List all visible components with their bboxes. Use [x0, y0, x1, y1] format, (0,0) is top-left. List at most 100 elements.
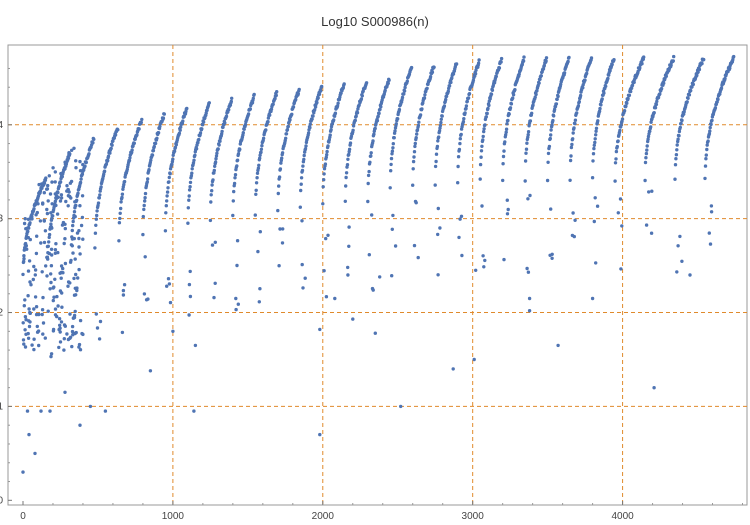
data-point: [74, 159, 78, 163]
data-point: [140, 117, 144, 122]
data-point: [367, 253, 371, 257]
data-point: [649, 231, 654, 235]
data-point: [168, 300, 173, 305]
data-point: [615, 144, 619, 149]
data-point: [72, 276, 76, 281]
data-point: [22, 254, 26, 258]
data-point: [620, 117, 625, 121]
data-point: [22, 257, 26, 261]
data-point: [457, 235, 461, 240]
data-point: [646, 137, 650, 141]
data-point: [200, 127, 204, 131]
data-point: [709, 204, 714, 208]
data-point: [567, 55, 571, 60]
data-point: [300, 168, 305, 173]
data-point: [88, 404, 93, 409]
data-point: [46, 199, 50, 203]
data-point: [27, 307, 31, 311]
data-point: [537, 81, 541, 85]
data-point: [544, 59, 548, 63]
data-point: [591, 159, 595, 163]
data-point: [187, 198, 191, 202]
data-point: [70, 324, 75, 329]
data-point: [167, 175, 171, 180]
data-point: [196, 140, 200, 145]
chart-title: Log10 S000986(n): [321, 14, 429, 29]
data-point: [354, 114, 358, 118]
data-point: [231, 199, 235, 203]
data-point: [650, 189, 654, 193]
data-point: [259, 150, 263, 154]
data-point: [594, 126, 599, 130]
data-point: [122, 179, 127, 184]
data-point: [71, 333, 75, 337]
data-point: [420, 107, 424, 111]
data-point: [317, 92, 322, 97]
data-point: [303, 276, 307, 280]
data-point: [28, 311, 32, 315]
data-point: [680, 118, 684, 123]
data-point: [394, 122, 398, 126]
data-point: [194, 147, 199, 151]
data-point: [80, 215, 85, 220]
data-point: [43, 229, 48, 233]
data-point: [554, 102, 559, 106]
data-point: [366, 181, 370, 186]
data-point: [110, 143, 114, 147]
data-point: [78, 252, 82, 256]
data-point: [21, 321, 25, 325]
data-point: [192, 409, 196, 413]
data-point: [344, 184, 348, 188]
data-point: [396, 117, 400, 121]
data-point: [728, 66, 732, 70]
data-point: [52, 285, 56, 289]
data-point: [573, 121, 577, 126]
data-point: [72, 315, 77, 320]
data-point: [347, 225, 351, 229]
data-point: [525, 141, 529, 145]
data-point: [653, 106, 658, 110]
data-point: [704, 157, 708, 161]
data-point: [433, 183, 437, 187]
data-point: [323, 162, 328, 166]
data-point: [49, 211, 53, 215]
data-point: [590, 176, 595, 180]
data-point: [146, 177, 150, 181]
data-point: [201, 120, 206, 124]
data-point: [392, 136, 396, 140]
data-point: [276, 208, 280, 213]
data-point: [57, 184, 61, 188]
data-point: [45, 244, 50, 249]
data-point: [393, 129, 397, 133]
data-point: [41, 332, 45, 336]
data-point: [288, 118, 292, 122]
data-point: [177, 131, 182, 135]
data-point: [371, 139, 375, 143]
data-point: [274, 93, 278, 98]
data-point: [413, 144, 417, 149]
data-point: [318, 432, 322, 437]
data-point: [125, 167, 129, 172]
data-point: [458, 141, 462, 146]
data-point: [402, 92, 406, 96]
data-point: [390, 152, 394, 156]
data-point: [333, 111, 338, 115]
data-point: [148, 369, 153, 373]
data-point: [132, 141, 136, 145]
data-point: [53, 251, 57, 255]
data-point: [481, 254, 485, 258]
data-point: [217, 143, 221, 147]
data-point: [173, 145, 178, 150]
data-point: [313, 105, 318, 109]
data-point: [232, 181, 237, 186]
x-tick-label: 3000: [462, 511, 485, 522]
data-point: [467, 92, 472, 96]
data-point: [37, 182, 41, 187]
data-point: [243, 122, 248, 127]
data-point: [120, 192, 125, 196]
data-point: [37, 343, 41, 348]
data-point: [477, 58, 481, 62]
data-point: [526, 130, 531, 134]
data-point: [677, 129, 682, 134]
data-point: [301, 286, 305, 290]
